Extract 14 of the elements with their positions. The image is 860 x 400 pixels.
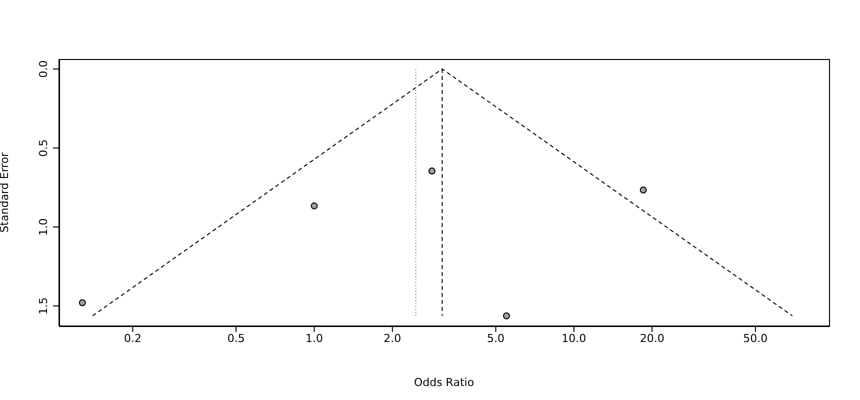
y-tick-label: 1.0: [37, 218, 50, 236]
x-tick-label: 5.0: [487, 332, 505, 345]
y-tick-label: 0.5: [37, 139, 50, 157]
y-axis-title: Standard Error: [0, 152, 11, 233]
x-tick-label: 50.0: [743, 332, 768, 345]
x-tick-label: 10.0: [562, 332, 586, 345]
x-tick-label: 20.0: [640, 332, 664, 345]
y-tick-label: 0.0: [37, 60, 50, 78]
x-axis-title: Odds Ratio: [414, 376, 474, 389]
x-tick-label: 2.0: [384, 332, 402, 345]
x-tick-label: 0.2: [124, 332, 142, 345]
y-tick-label: 1.5: [37, 297, 50, 315]
x-tick-label: 0.5: [227, 332, 245, 345]
x-tick-label: 1.0: [306, 332, 323, 345]
